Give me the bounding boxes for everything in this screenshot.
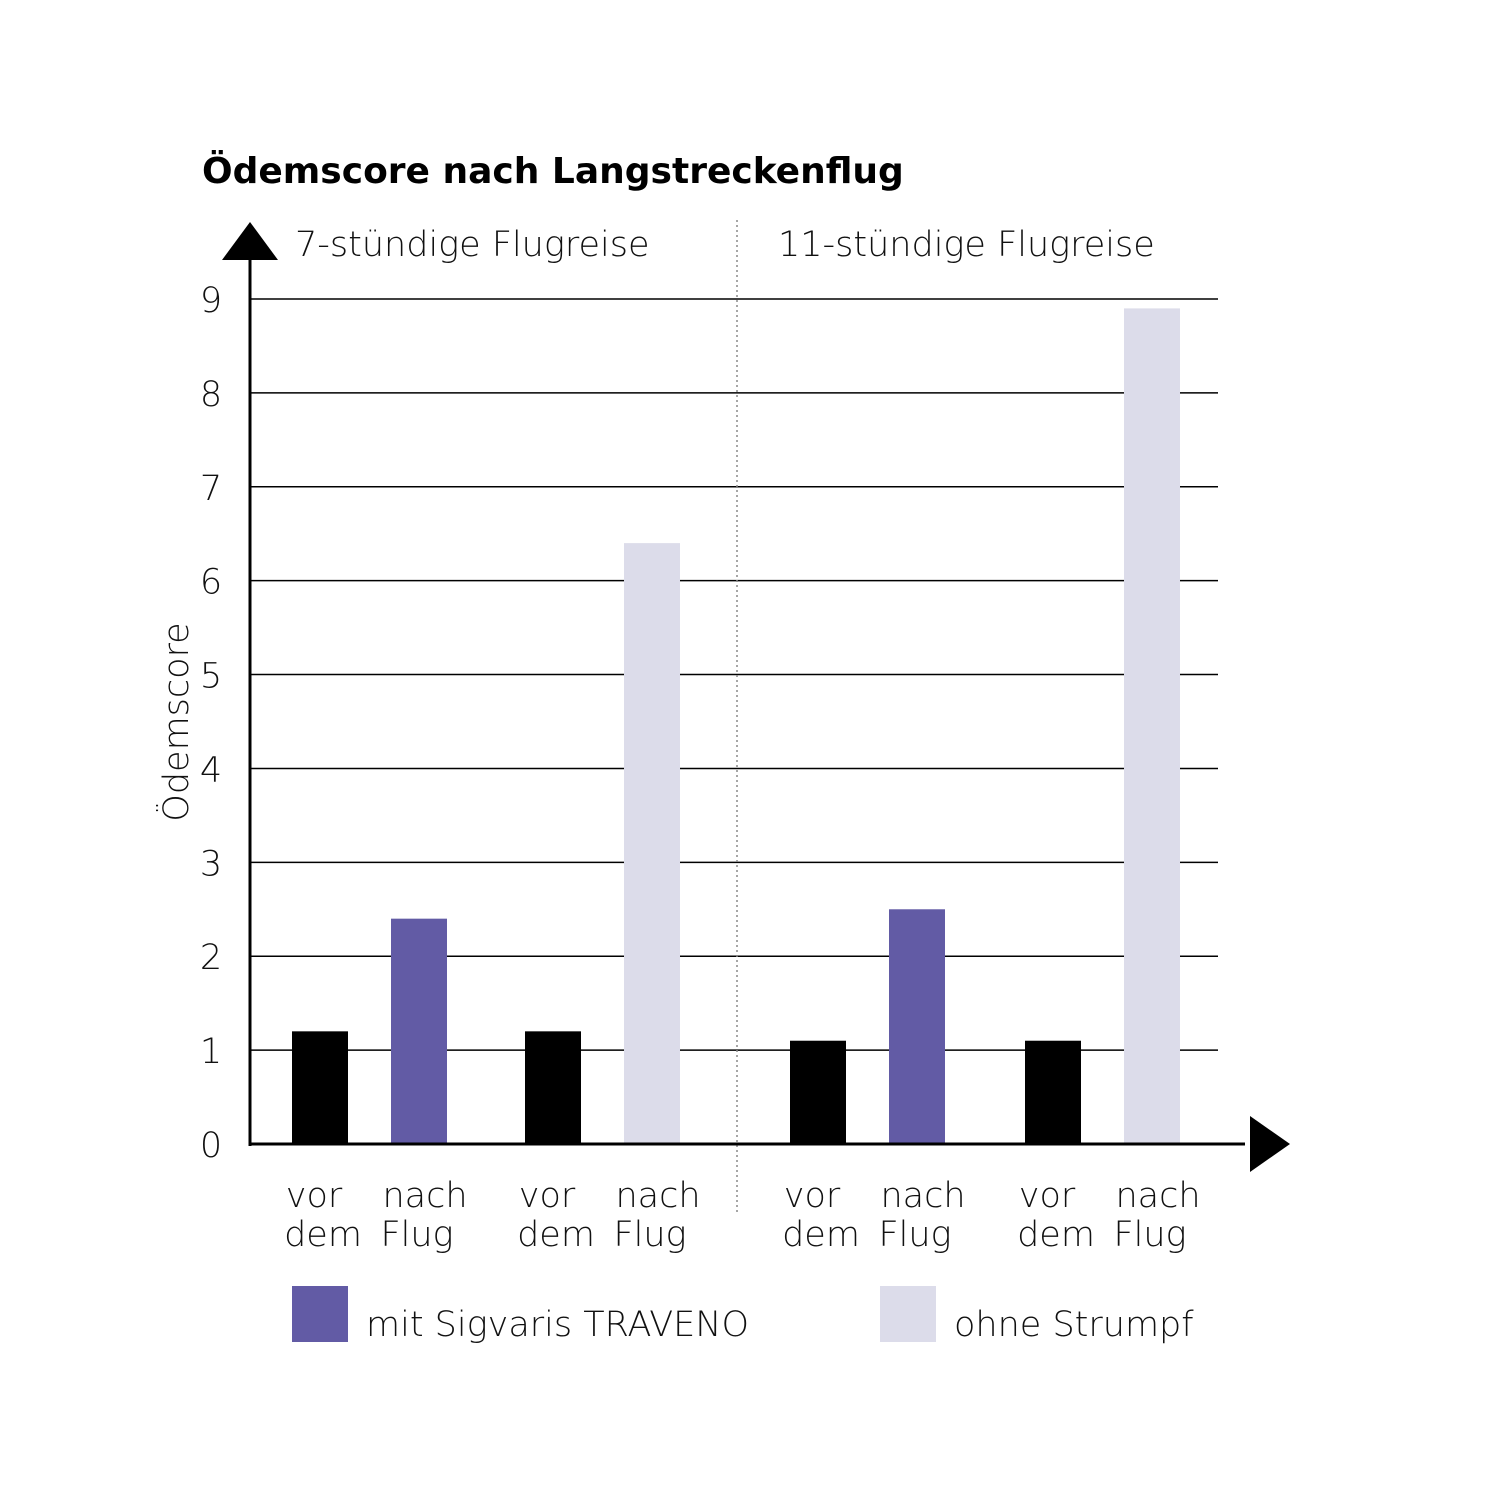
x-label-top: nach: [615, 1176, 700, 1216]
legend-swatch-traveno: [292, 1286, 348, 1342]
x-label-top: nach: [880, 1176, 965, 1216]
y-tick-label: 8: [200, 375, 222, 415]
legend-swatch-ohne: [880, 1286, 936, 1342]
x-axis-arrow-icon: [1250, 1116, 1290, 1172]
x-label-bottom: Flug: [613, 1215, 686, 1255]
x-label-bottom: dem: [517, 1215, 595, 1255]
y-tick-label: 4: [200, 750, 222, 790]
x-label-top: vor: [286, 1176, 343, 1216]
x-label-bottom: Flug: [380, 1215, 453, 1255]
x-label-bottom: Flug: [878, 1215, 951, 1255]
group-label-7h: 7-stündige Flugreise: [295, 225, 650, 265]
bar: [624, 543, 680, 1144]
bar: [1025, 1040, 1081, 1144]
y-tick-label: 3: [200, 844, 222, 884]
legend-label-ohne: ohne Strumpf: [954, 1305, 1194, 1345]
bar: [790, 1040, 846, 1144]
x-label-top: vor: [784, 1176, 841, 1216]
bar: [889, 909, 945, 1144]
group-label-11h: 11-stündige Flugreise: [778, 225, 1155, 265]
y-axis-label: Ödemscore: [155, 622, 197, 821]
bar: [1124, 308, 1180, 1144]
y-tick-label: 6: [200, 563, 222, 603]
x-label-bottom: dem: [1017, 1215, 1095, 1255]
bar: [525, 1031, 581, 1144]
legend-label-traveno: mit Sigvaris TRAVENO: [366, 1305, 749, 1345]
chart-title: Ödemscore nach Langstreckenflug: [202, 150, 904, 192]
x-label-top: vor: [1019, 1176, 1076, 1216]
bar: [292, 1031, 348, 1144]
y-tick-label: 2: [200, 938, 222, 978]
y-tick-label: 1: [200, 1032, 222, 1072]
x-label-top: vor: [519, 1176, 576, 1216]
y-tick-label: 7: [200, 469, 222, 509]
x-label-bottom: dem: [284, 1215, 362, 1255]
y-tick-label: 9: [200, 281, 222, 321]
x-label-top: nach: [1115, 1176, 1200, 1216]
y-tick-label: 0: [200, 1126, 222, 1166]
x-label-bottom: dem: [782, 1215, 860, 1255]
y-axis-arrow-icon: [222, 222, 278, 260]
x-label-bottom: Flug: [1113, 1215, 1186, 1255]
x-label-top: nach: [382, 1176, 467, 1216]
bar: [391, 918, 447, 1144]
y-tick-label: 5: [200, 657, 222, 697]
